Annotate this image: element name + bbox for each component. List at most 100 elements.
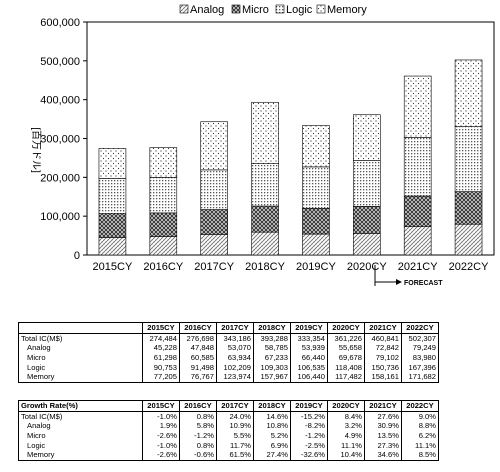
bar-segment-analog xyxy=(403,226,432,256)
x-tick-label: 2017CY xyxy=(194,261,234,273)
table-cell: 55,658 xyxy=(327,343,365,353)
table-cell: -1.2% xyxy=(179,430,217,441)
table-row: Memory 77,205 76,767 123,974 157,967 106,440 1… xyxy=(18,371,439,383)
table-cell: -15.2% xyxy=(290,410,328,422)
table-cell: 14.6% xyxy=(253,410,291,422)
x-tick-label: 2015CY xyxy=(93,261,133,273)
table-cell: 83,980 xyxy=(401,352,439,363)
table-cell: 66,440 xyxy=(290,352,328,363)
table-column-header: 2017CY xyxy=(216,400,254,412)
row-label: Total IC(M$) xyxy=(18,332,143,344)
table-cell: 157,967 xyxy=(253,371,291,383)
table-cell: 27.6% xyxy=(364,410,402,422)
table-cell: 76,767 xyxy=(179,371,217,383)
table-cell: 106,535 xyxy=(290,362,328,372)
table-column-header: 2020CY xyxy=(327,400,365,412)
bar-segment-memory xyxy=(98,148,127,179)
y-tick-labels: 0 100,000 200,000 300,000 400,000 500,000 600,… xyxy=(40,17,80,262)
bar-segment-micro xyxy=(200,209,228,235)
table-row: Memory -2.6% -0.6% 61.5% 27.4% -32.6% 10.4% 34.… xyxy=(18,449,439,461)
table-row: Logic -1.0% 0.8% 11.7% 6.9% -2.5% 11.1% 27.3% 11… xyxy=(18,440,439,450)
y-tick-label: 600,000 xyxy=(40,17,80,29)
table-column-header: 2020CY xyxy=(327,322,365,334)
table-cell: 6.9% xyxy=(253,440,291,450)
row-label: Micro xyxy=(18,430,143,441)
table-cell: 79,102 xyxy=(364,352,402,363)
table-cell: 79,249 xyxy=(401,343,439,353)
bar-segment-analog xyxy=(302,233,330,256)
row-label: Logic xyxy=(18,440,143,450)
table-cell: 10.8% xyxy=(253,421,291,431)
table-cell: -2.6% xyxy=(142,430,180,441)
table-cell: 502,307 xyxy=(401,332,439,344)
table-cell: 10.4% xyxy=(327,449,365,461)
chart-axes xyxy=(83,21,495,256)
plot-frame xyxy=(86,21,495,256)
table-cell: 109,303 xyxy=(253,362,291,372)
table-cell: 45,228 xyxy=(142,343,180,353)
bar-segment-micro xyxy=(302,207,330,235)
bar-segment-logic xyxy=(454,126,483,192)
table-cell: 8.4% xyxy=(327,410,365,422)
table-cell: 343,186 xyxy=(216,332,254,344)
bar-segment-logic xyxy=(302,166,330,209)
bar-stacks xyxy=(98,59,483,256)
table-corner-header xyxy=(18,322,143,334)
table-cell: 11.7% xyxy=(216,440,254,450)
table-row: Total IC(M$) -1.0% 0.8% 24.0% 14.6% -15.2% 8.4… xyxy=(18,410,439,422)
table-cell: 0.8% xyxy=(179,410,217,422)
y-axis-label: [百万ドル] xyxy=(30,127,42,173)
x-tick-label: 2018CY xyxy=(245,261,285,273)
bar-segment-analog xyxy=(454,223,483,256)
table-cell: 72,842 xyxy=(364,343,402,353)
table-cell: 63,934 xyxy=(216,352,254,363)
table-column-header: 2021CY xyxy=(364,400,402,412)
table-cell: 61.5% xyxy=(216,449,254,461)
table-cell: 5.5% xyxy=(216,430,254,441)
bar-segment-logic xyxy=(403,137,432,197)
bar-segment-logic xyxy=(353,160,381,207)
table-cell: 6.2% xyxy=(401,430,439,441)
bar-segment-micro xyxy=(353,206,381,234)
x-tick-label: 2021CY xyxy=(398,261,438,273)
table-column-header: 2019CY xyxy=(290,400,328,412)
table-cell: 171,682 xyxy=(401,371,439,383)
table-cell: 90,753 xyxy=(142,362,180,372)
table-cell: 3.2% xyxy=(327,421,365,431)
table-cell: 102,209 xyxy=(216,362,254,372)
table-column-header: 2017CY xyxy=(216,322,254,334)
x-tick-label: 2019CY xyxy=(296,261,336,273)
legend-swatch-memory xyxy=(316,4,326,14)
x-tick-label: 2016CY xyxy=(143,261,183,273)
bar-segment-analog xyxy=(251,231,279,256)
table-column-header: 2021CY xyxy=(364,322,402,334)
row-label: Memory xyxy=(18,449,143,461)
bar-segment-logic xyxy=(98,178,127,214)
table-column-header: 2015CY xyxy=(142,322,180,334)
table-cell: 5.2% xyxy=(253,430,291,441)
row-label: Memory xyxy=(18,371,143,383)
table-cell: -8.2% xyxy=(290,421,328,431)
y-tick-label: 500,000 xyxy=(40,56,80,68)
table-cell: -2.5% xyxy=(290,440,328,450)
table-cell: 123,974 xyxy=(216,371,254,383)
table-cell: 53,070 xyxy=(216,343,254,353)
table-row: Logic 90,753 91,498 102,209 109,303 106,535 11… xyxy=(18,362,439,372)
table-column-header: 2022CY xyxy=(401,322,439,334)
table-cell: 0.8% xyxy=(179,440,217,450)
table-column-header: 2016CY xyxy=(179,322,217,334)
growth-rate-table: Growth Rate(%) 2015CY 2016CY 2017CY 2018CY 20… xyxy=(18,400,439,461)
table-column-header: 2022CY xyxy=(401,400,439,412)
table-cell: 67,233 xyxy=(253,352,291,363)
table-cell: 150,736 xyxy=(364,362,402,372)
y-tick-label: 300,000 xyxy=(40,134,80,146)
table-cell: 91,498 xyxy=(179,362,217,372)
bar-segment-logic xyxy=(200,169,228,210)
bar-segment-micro xyxy=(251,205,279,233)
table-cell: 167,396 xyxy=(401,362,439,372)
table-cell: 274,484 xyxy=(142,332,180,344)
table-cell: -32.6% xyxy=(290,449,328,461)
forecast-label: FORECAST xyxy=(404,280,443,287)
bar-segment-memory xyxy=(353,114,381,161)
bar-segment-analog xyxy=(149,236,178,256)
